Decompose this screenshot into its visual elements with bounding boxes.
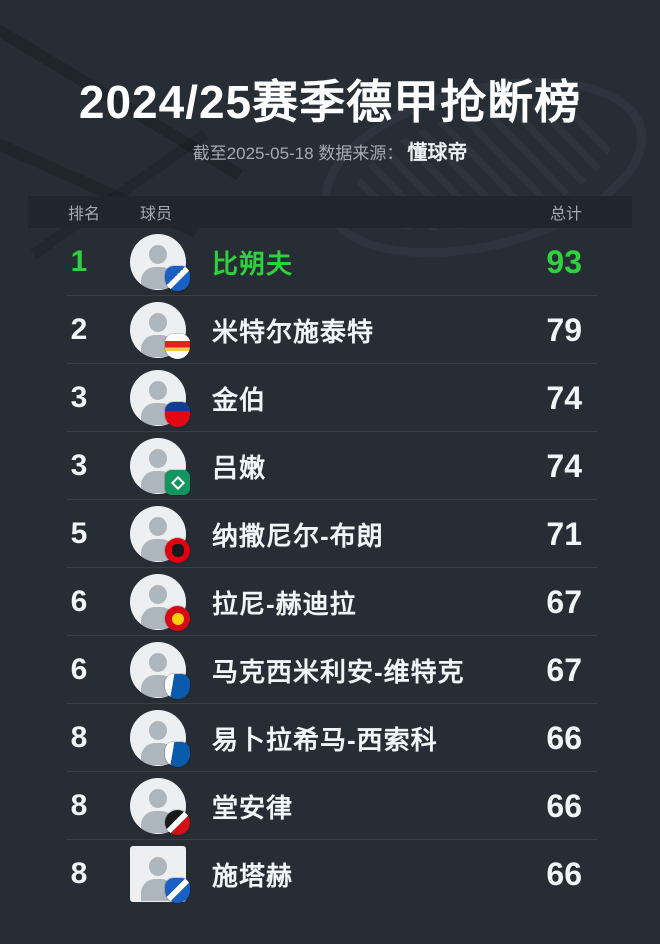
avatar-silhouette-head [149, 313, 167, 332]
player-avatar [130, 710, 190, 767]
avatar-silhouette-head [149, 857, 167, 876]
table-row: 8 堂安律 66 [28, 772, 632, 840]
player-name: 施塔赫 [212, 860, 294, 891]
avatar-silhouette-head [149, 449, 167, 468]
rank-value: 1 [70, 245, 88, 278]
player-name: 易卜拉希马-西索科 [212, 724, 438, 755]
page-title: 2024/25赛季德甲抢断榜 [78, 76, 582, 128]
total-value: 66 [546, 719, 582, 756]
rank-value: 8 [70, 857, 88, 890]
table-row: 8 易卜拉希马-西索科 66 [28, 704, 632, 772]
table-header: 排名 球员 总计 [28, 196, 632, 228]
table-row: 6 拉尼-赫迪拉 67 [28, 568, 632, 636]
team-badge-core [171, 544, 184, 557]
table-row: 5 纳撒尼尔-布朗 71 [28, 500, 632, 568]
team-badge-icon [165, 606, 190, 631]
player-avatar [130, 438, 190, 495]
avatar-silhouette-head [149, 789, 167, 808]
table-row: 1 比朔夫 93 [28, 228, 632, 296]
team-badge-icon [165, 470, 190, 495]
team-badge-icon [165, 878, 190, 903]
avatar-silhouette-head [149, 517, 167, 536]
team-badge-icon [165, 334, 190, 359]
player-avatar [130, 370, 190, 427]
player-name: 金伯 [212, 384, 267, 415]
team-badge-icon [165, 402, 190, 427]
avatar-silhouette-head [149, 245, 167, 264]
data-source-name: 懂球帝 [407, 142, 468, 164]
player-name: 吕嫩 [212, 452, 267, 483]
team-badge-core [171, 612, 184, 625]
total-value: 71 [546, 515, 582, 552]
total-value: 93 [546, 243, 582, 280]
team-badge-icon [165, 266, 190, 291]
table-row: 6 马克西米利安-维特克 67 [28, 636, 632, 704]
total-value: 79 [546, 311, 582, 348]
table-row: 2 米特尔施泰特 79 [28, 296, 632, 364]
subtitle-prefix: 截至2025-05-18 数据来源： [192, 144, 404, 163]
player-name: 马克西米利安-维特克 [212, 656, 465, 687]
player-name: 拉尼-赫迪拉 [212, 588, 357, 619]
player-avatar [130, 234, 190, 291]
total-value: 66 [546, 787, 582, 824]
team-badge-core [170, 475, 185, 490]
avatar-silhouette-head [149, 653, 167, 672]
header-player: 球员 [140, 206, 173, 223]
header-rank: 排名 [68, 206, 101, 223]
player-avatar [130, 506, 190, 563]
rank-value: 6 [70, 653, 88, 686]
rank-value: 5 [70, 517, 88, 550]
team-badge-icon [165, 810, 190, 835]
team-badge-icon [165, 674, 190, 699]
player-avatar [130, 302, 190, 359]
avatar-silhouette-head [149, 381, 167, 400]
total-value: 67 [546, 651, 582, 688]
rank-value: 8 [70, 789, 88, 822]
team-badge-icon [165, 538, 190, 563]
player-avatar [130, 778, 190, 835]
player-avatar [130, 642, 190, 699]
player-name: 堂安律 [212, 792, 294, 823]
total-value: 74 [546, 379, 582, 416]
avatar-silhouette-head [149, 721, 167, 740]
avatar-silhouette-head [149, 585, 167, 604]
header-total: 总计 [549, 206, 582, 223]
player-avatar [130, 574, 190, 631]
player-avatar [130, 846, 190, 903]
total-value: 74 [546, 447, 582, 484]
rank-value: 6 [70, 585, 88, 618]
player-name: 米特尔施泰特 [212, 316, 375, 347]
rank-value: 3 [70, 381, 88, 414]
team-badge-icon [165, 742, 190, 767]
rank-value: 3 [70, 449, 88, 482]
table-body: 1 比朔夫 93 2 米特尔施泰特 79 3 [28, 228, 632, 908]
rank-value: 2 [70, 313, 88, 346]
table-row: 3 金伯 74 [28, 364, 632, 432]
subtitle: 截至2025-05-18 数据来源： 懂球帝 [0, 136, 660, 165]
player-name: 比朔夫 [212, 248, 294, 279]
total-value: 66 [546, 855, 582, 892]
table-row: 8 施塔赫 66 [28, 840, 632, 908]
total-value: 67 [546, 583, 582, 620]
player-name: 纳撒尼尔-布朗 [212, 520, 384, 551]
table-row: 3 吕嫩 74 [28, 432, 632, 500]
rank-value: 8 [70, 721, 88, 754]
